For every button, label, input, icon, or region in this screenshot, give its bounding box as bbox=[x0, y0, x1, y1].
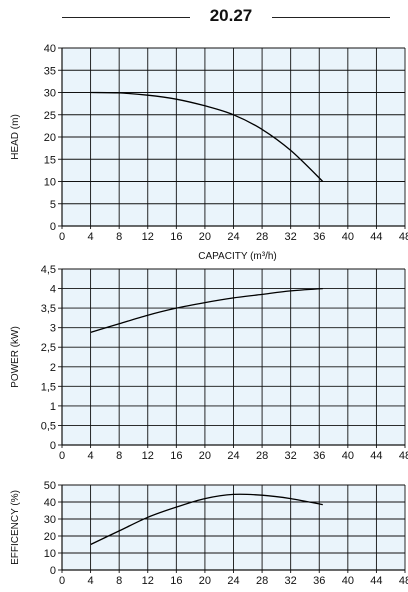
x-tick-label: 4 bbox=[88, 231, 94, 243]
x-tick-label: 40 bbox=[342, 450, 354, 462]
y-tick-label: 25 bbox=[44, 110, 56, 122]
x-axis-label: CAPACITY (m³/h) bbox=[198, 251, 277, 262]
x-tick-label: 12 bbox=[142, 575, 154, 587]
y-tick-label: 20 bbox=[44, 132, 56, 144]
y-tick-label: 5 bbox=[50, 199, 56, 211]
x-tick-label: 12 bbox=[142, 450, 154, 462]
y-tick-label: 20 bbox=[44, 531, 56, 543]
y-tick-label: 0,5 bbox=[41, 420, 56, 432]
x-tick-label: 24 bbox=[227, 450, 239, 462]
x-tick-label: 36 bbox=[313, 231, 325, 243]
y-axis-label: HEAD (m) bbox=[10, 114, 21, 160]
x-tick-label: 28 bbox=[256, 231, 268, 243]
y-tick-label: 4,5 bbox=[41, 264, 56, 276]
x-tick-label: 36 bbox=[313, 575, 325, 587]
x-tick-label: 16 bbox=[170, 231, 182, 243]
y-tick-label: 4 bbox=[50, 284, 56, 296]
x-tick-label: 44 bbox=[370, 450, 382, 462]
x-tick-label: 16 bbox=[170, 450, 182, 462]
y-tick-label: 35 bbox=[44, 65, 56, 77]
y-tick-label: 40 bbox=[44, 43, 56, 55]
y-tick-label: 2,5 bbox=[41, 342, 56, 354]
chart-panel-3: 0481216202428323640444801020304050EFFICE… bbox=[10, 480, 408, 587]
x-tick-label: 32 bbox=[285, 231, 297, 243]
y-tick-label: 0 bbox=[50, 440, 56, 452]
x-tick-label: 20 bbox=[199, 450, 211, 462]
y-axis-label: EFFICENCY (%) bbox=[10, 490, 21, 565]
x-tick-label: 8 bbox=[116, 231, 122, 243]
x-tick-label: 8 bbox=[116, 450, 122, 462]
x-tick-label: 8 bbox=[116, 575, 122, 587]
x-tick-label: 4 bbox=[88, 575, 94, 587]
header-rule-right bbox=[272, 17, 390, 18]
chart-panel-1: 048121620242832364044480510152025303540H… bbox=[10, 43, 408, 262]
series-line-1 bbox=[90, 493, 323, 546]
model-header: 20.27 bbox=[0, 4, 408, 30]
y-tick-label: 10 bbox=[44, 548, 56, 560]
y-tick-label: 1 bbox=[50, 401, 56, 413]
x-tick-label: 24 bbox=[227, 231, 239, 243]
y-tick-label: 0 bbox=[50, 221, 56, 233]
x-tick-label: 20 bbox=[199, 575, 211, 587]
x-tick-label: 20 bbox=[199, 231, 211, 243]
model-number: 20.27 bbox=[209, 6, 253, 25]
y-tick-label: 3 bbox=[50, 323, 56, 335]
x-tick-label: 44 bbox=[370, 575, 382, 587]
x-tick-label: 40 bbox=[342, 575, 354, 587]
x-tick-label: 12 bbox=[142, 231, 154, 243]
x-tick-label: 32 bbox=[285, 575, 297, 587]
y-tick-label: 0 bbox=[50, 565, 56, 577]
series-line-1 bbox=[90, 91, 324, 182]
x-tick-label: 16 bbox=[170, 575, 182, 587]
header-rule-left bbox=[62, 17, 190, 18]
x-tick-label: 48 bbox=[399, 450, 408, 462]
y-tick-label: 15 bbox=[44, 154, 56, 166]
x-tick-label: 28 bbox=[256, 575, 268, 587]
y-tick-label: 40 bbox=[44, 497, 56, 509]
x-tick-label: 28 bbox=[256, 450, 268, 462]
x-tick-label: 48 bbox=[399, 231, 408, 243]
y-tick-label: 30 bbox=[44, 88, 56, 100]
series-line-1 bbox=[90, 287, 323, 334]
y-tick-label: 2 bbox=[50, 362, 56, 374]
chart-panel-2: 0481216202428323640444800,511,522,533,54… bbox=[10, 264, 408, 462]
x-tick-label: 48 bbox=[399, 575, 408, 587]
y-tick-label: 3,5 bbox=[41, 303, 56, 315]
y-tick-label: 30 bbox=[44, 514, 56, 526]
x-tick-label: 0 bbox=[59, 231, 65, 243]
y-tick-label: 1,5 bbox=[41, 381, 56, 393]
x-tick-label: 0 bbox=[59, 450, 65, 462]
x-tick-label: 32 bbox=[285, 450, 297, 462]
x-tick-label: 4 bbox=[88, 450, 94, 462]
y-tick-label: 50 bbox=[44, 480, 56, 492]
y-tick-label: 10 bbox=[44, 177, 56, 189]
x-tick-label: 44 bbox=[370, 231, 382, 243]
x-tick-label: 0 bbox=[59, 575, 65, 587]
x-tick-label: 40 bbox=[342, 231, 354, 243]
x-tick-label: 36 bbox=[313, 450, 325, 462]
y-axis-label: POWER (kW) bbox=[10, 326, 21, 388]
x-tick-label: 24 bbox=[227, 575, 239, 587]
